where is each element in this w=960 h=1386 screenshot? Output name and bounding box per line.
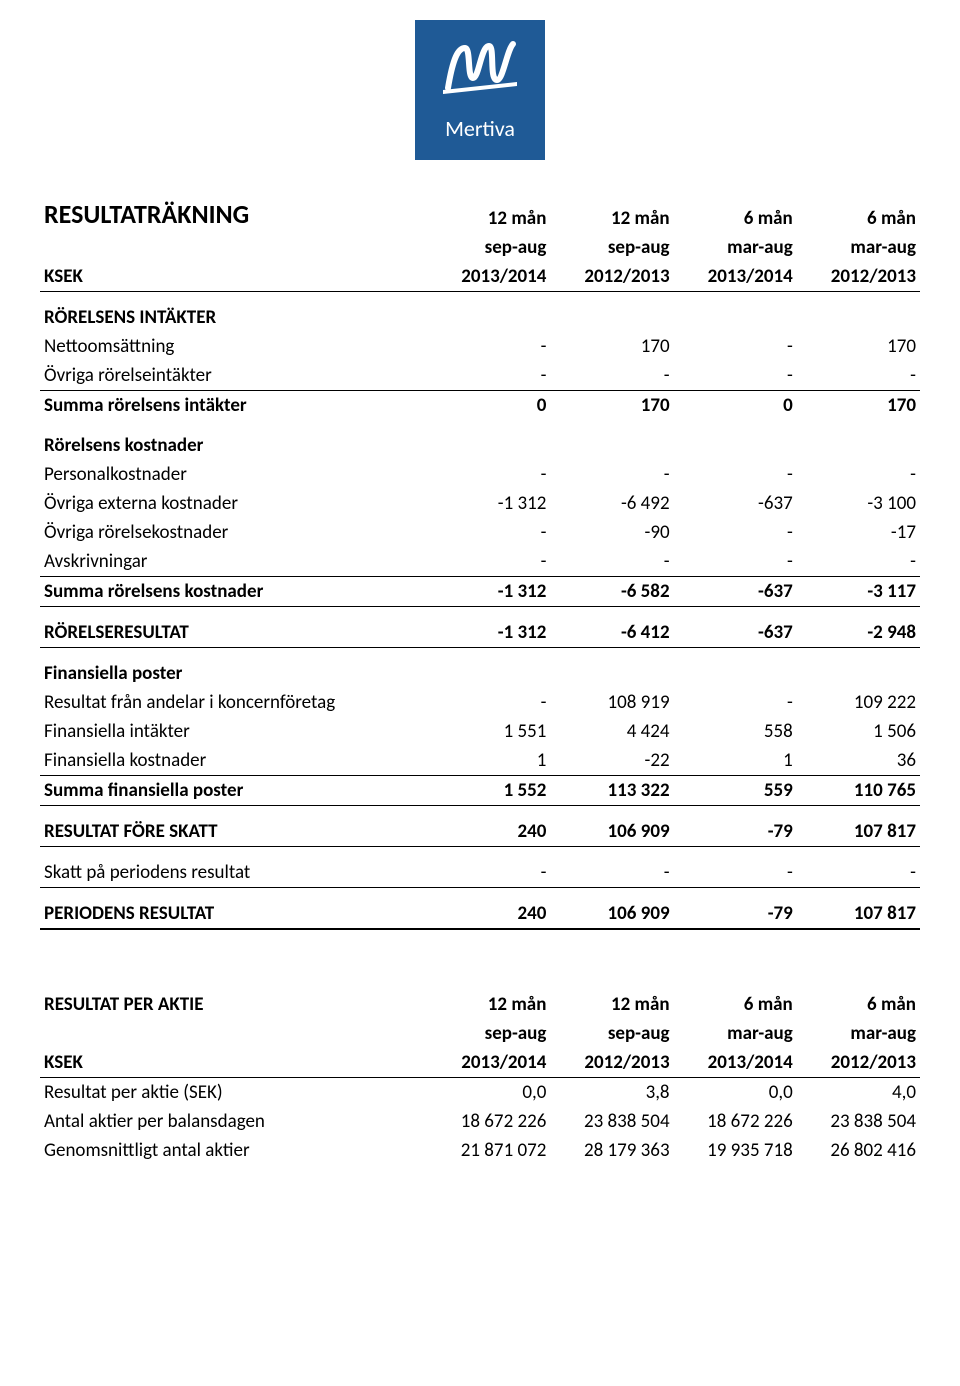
row-operating-result: RÖRELSERESULTAT -1 312 -6 412 -637 -2 94…	[40, 607, 920, 648]
row-sum-income: Summa rörelsens intäkter 0 170 0 170	[40, 391, 920, 421]
row-eps: Resultat per aktie (SEK) 0,0 3,8 0,0 4,0	[40, 1078, 920, 1108]
section-financial-title: Finansiella poster	[40, 648, 920, 689]
row-sum-fin: Summa finansiella poster 1 552 113 322 5…	[40, 776, 920, 806]
header-row-3: KSEK 2013/2014 2012/2013 2013/2014 2012/…	[40, 262, 920, 292]
ps-header-row-1: RESULTAT PER AKTIE 12 mån 12 mån 6 mån 6…	[40, 990, 920, 1019]
row-sum-costs: Summa rörelsens kostnader -1 312 -6 582 …	[40, 577, 920, 607]
header-row-2: sep-aug sep-aug mar-aug mar-aug	[40, 233, 920, 262]
ps-header-row-3: KSEK 2013/2014 2012/2013 2013/2014 2012/…	[40, 1048, 920, 1078]
row-other-opex: Övriga rörelsekostnader - -90 - -17	[40, 518, 920, 547]
row-net-sales: Nettoomsättning - 170 - 170	[40, 332, 920, 361]
ps-header-row-2: sep-aug sep-aug mar-aug mar-aug	[40, 1019, 920, 1048]
row-deprec: Avskrivningar - - - -	[40, 547, 920, 577]
logo-text: Mertiva	[415, 115, 545, 142]
row-period-result: PERIODENS RESULTAT 240 106 909 -79 107 8…	[40, 888, 920, 930]
row-fin-income: Finansiella intäkter 1 551 4 424 558 1 5…	[40, 717, 920, 746]
per-share-table: RESULTAT PER AKTIE 12 mån 12 mån 6 mån 6…	[40, 990, 920, 1165]
mertiva-logo: Mertiva	[415, 20, 545, 160]
row-personnel: Personalkostnader - - - -	[40, 460, 920, 489]
table-title: RESULTATRÄKNING	[40, 195, 427, 233]
row-assoc: Resultat från andelar i koncernföretag -…	[40, 688, 920, 717]
row-other-income: Övriga rörelseintäkter - - - -	[40, 361, 920, 391]
income-statement-table: RESULTATRÄKNING 12 mån 12 mån 6 mån 6 må…	[40, 195, 920, 930]
logo-container: Mertiva	[40, 20, 920, 165]
per-share-title: RESULTAT PER AKTIE	[40, 990, 427, 1019]
row-pretax: RESULTAT FÖRE SKATT 240 106 909 -79 107 …	[40, 806, 920, 847]
header-row-1: RESULTATRÄKNING 12 mån 12 mån 6 mån 6 må…	[40, 195, 920, 233]
row-ext-costs: Övriga externa kostnader -1 312 -6 492 -…	[40, 489, 920, 518]
section-revenue-title: RÖRELSENS INTÄKTER	[40, 292, 920, 333]
row-fin-costs: Finansiella kostnader 1 -22 1 36	[40, 746, 920, 776]
row-shares-average: Genomsnittligt antal aktier 21 871 072 2…	[40, 1136, 920, 1165]
row-shares-balance: Antal aktier per balansdagen 18 672 226 …	[40, 1107, 920, 1136]
section-costs-title: Rörelsens kostnader	[40, 420, 920, 460]
row-tax: Skatt på periodens resultat - - - -	[40, 847, 920, 888]
logo-m-icon	[443, 38, 517, 98]
